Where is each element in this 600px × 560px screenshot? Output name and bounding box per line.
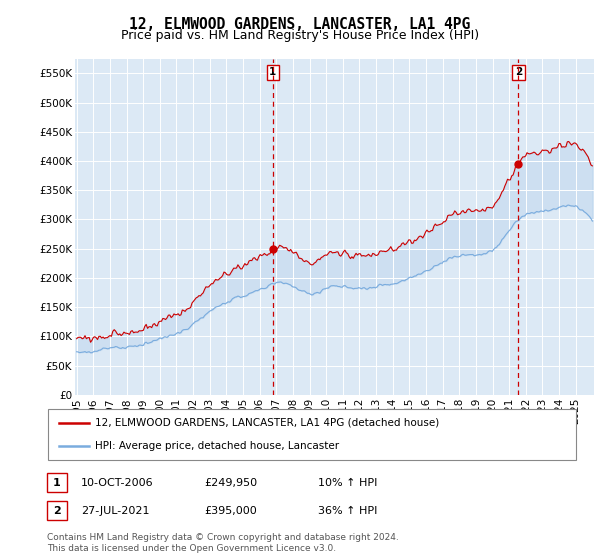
Text: 1: 1 [53,478,61,488]
Text: 2: 2 [515,67,522,77]
Text: 27-JUL-2021: 27-JUL-2021 [81,506,149,516]
Text: 12, ELMWOOD GARDENS, LANCASTER, LA1 4PG (detached house): 12, ELMWOOD GARDENS, LANCASTER, LA1 4PG … [95,418,439,428]
Text: 12, ELMWOOD GARDENS, LANCASTER, LA1 4PG: 12, ELMWOOD GARDENS, LANCASTER, LA1 4PG [130,17,470,32]
Text: Price paid vs. HM Land Registry's House Price Index (HPI): Price paid vs. HM Land Registry's House … [121,29,479,42]
Text: 2: 2 [53,506,61,516]
Text: 10% ↑ HPI: 10% ↑ HPI [318,478,377,488]
Text: HPI: Average price, detached house, Lancaster: HPI: Average price, detached house, Lanc… [95,441,339,451]
Text: 36% ↑ HPI: 36% ↑ HPI [318,506,377,516]
Text: £249,950: £249,950 [204,478,257,488]
Text: 10-OCT-2006: 10-OCT-2006 [81,478,154,488]
Text: 1: 1 [269,67,277,77]
Text: £395,000: £395,000 [204,506,257,516]
Text: Contains HM Land Registry data © Crown copyright and database right 2024.
This d: Contains HM Land Registry data © Crown c… [47,533,398,553]
